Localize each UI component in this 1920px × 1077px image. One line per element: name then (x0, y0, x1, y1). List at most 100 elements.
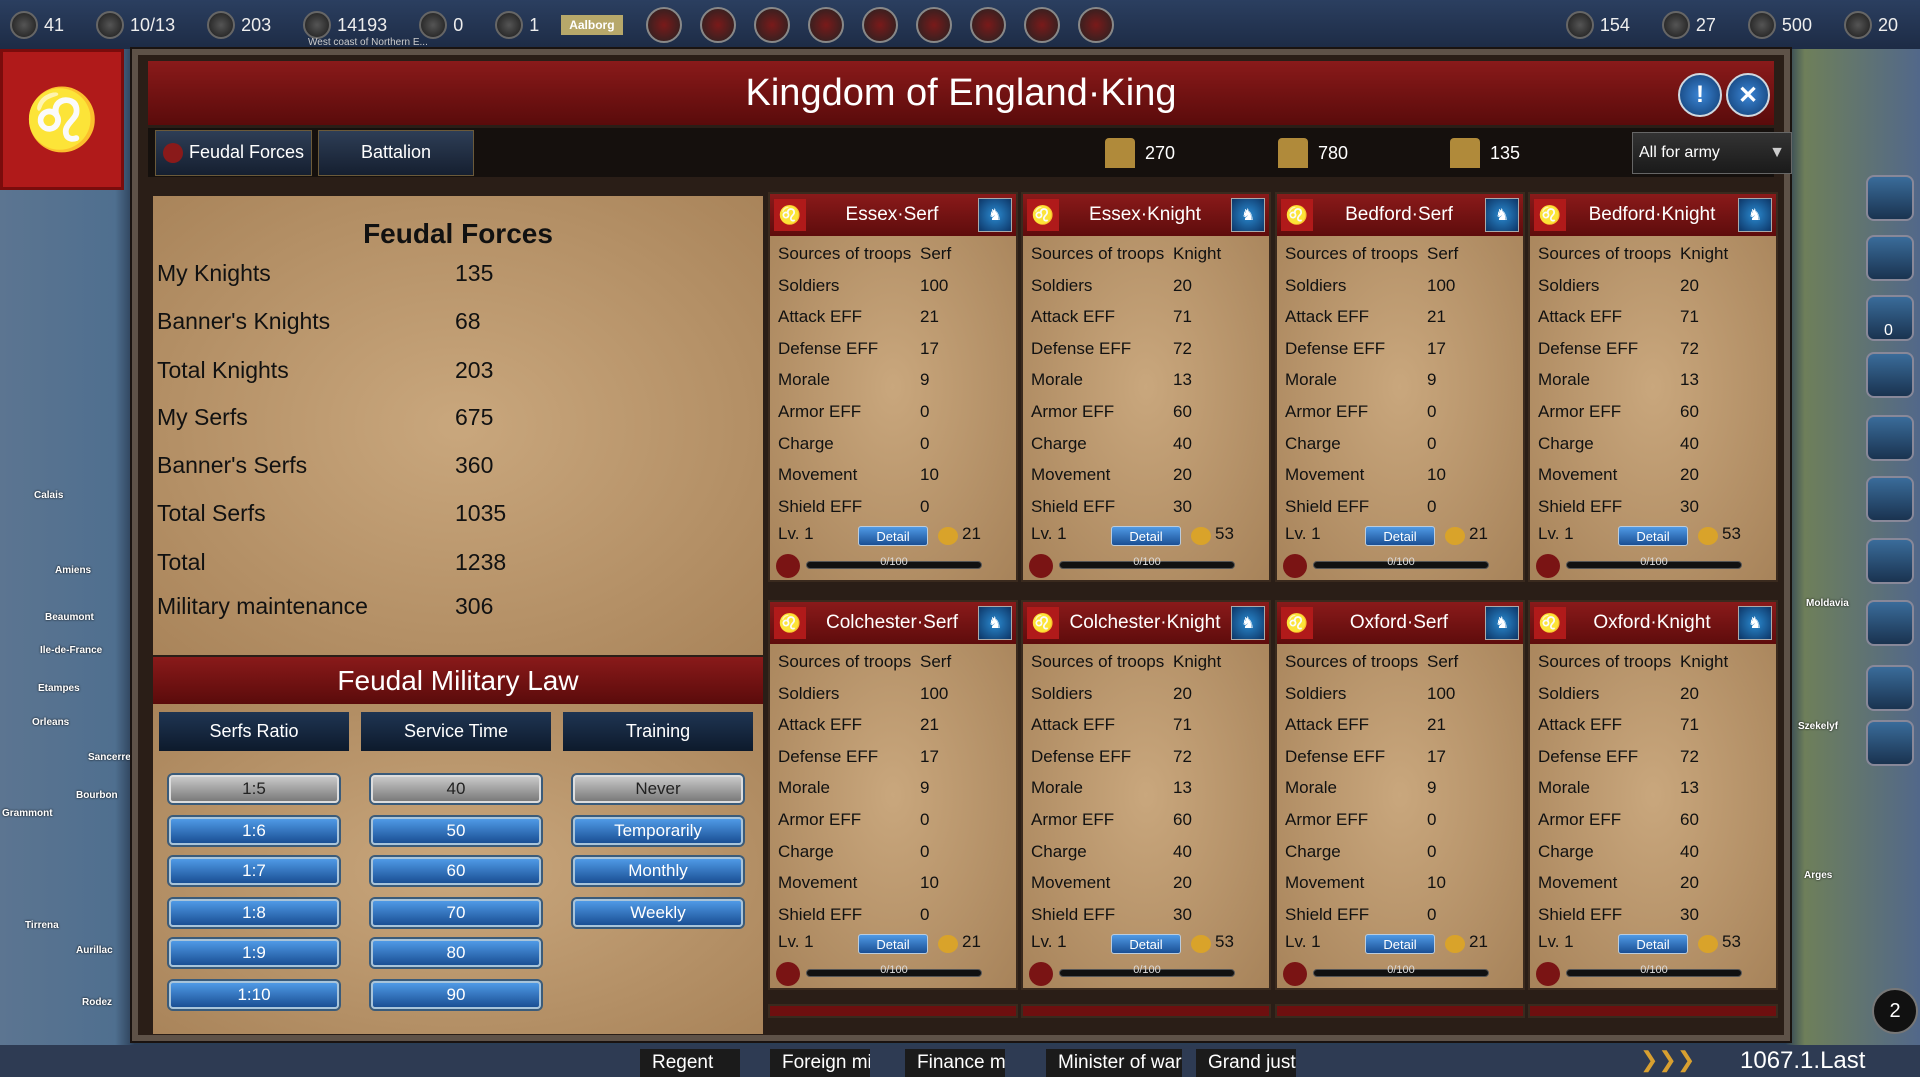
close-icon[interactable]: ✕ (1726, 73, 1770, 117)
minister-button[interactable]: Regent (640, 1049, 740, 1077)
wax-seal-icon[interactable] (776, 962, 800, 986)
unit-card[interactable]: ♌ Oxford·Knight ♞ Sources of troops Knight So… (1528, 600, 1778, 990)
law-option-button[interactable]: 1:6 (169, 817, 339, 845)
top-stat-right[interactable]: 500 (1747, 10, 1812, 39)
unit-portrait-icon[interactable]: ♞ (1485, 606, 1519, 640)
wax-seal-icon[interactable] (1029, 962, 1053, 986)
wax-seal-icon[interactable] (1536, 962, 1560, 986)
advisor-button[interactable] (915, 6, 952, 43)
sidebar-tool-button[interactable] (1866, 175, 1914, 221)
sidebar-tool-button[interactable] (1866, 415, 1914, 461)
fast-forward-icon[interactable]: ❯❯❯ (1640, 1047, 1696, 1072)
map-label[interactable]: Grammont (2, 808, 53, 819)
map-label[interactable]: Bourbon (76, 790, 118, 801)
map-label[interactable]: Etampes (38, 683, 80, 694)
map-label[interactable]: Tirrena (25, 920, 59, 931)
map-label[interactable]: Arges (1804, 870, 1833, 881)
minister-button[interactable]: Grand justice (1196, 1049, 1296, 1077)
map-label[interactable]: Orleans (32, 717, 70, 728)
top-stat-right[interactable]: 20 (1843, 10, 1898, 39)
unit-card-partial[interactable] (1275, 1004, 1525, 1018)
sidebar-tool-button[interactable] (1866, 476, 1914, 522)
law-option-button[interactable]: 1:7 (169, 857, 339, 885)
law-option-button[interactable]: Temporarily (573, 817, 743, 845)
law-option-button[interactable]: Monthly (573, 857, 743, 885)
sidebar-tool-button[interactable] (1866, 720, 1914, 766)
sidebar-tool-button[interactable] (1866, 235, 1914, 281)
unit-card[interactable]: ♌ Colchester·Knight ♞ Sources of troops Knig… (1021, 600, 1271, 990)
wax-seal-icon[interactable] (1283, 962, 1307, 986)
detail-button[interactable]: Detail (858, 934, 928, 954)
unit-card[interactable]: ♌ Essex·Serf ♞ Sources of troops Serf Soldier… (768, 192, 1018, 582)
unit-card-partial[interactable] (1528, 1004, 1778, 1018)
map-label[interactable]: Szekelyf (1798, 721, 1839, 732)
unit-card-partial[interactable] (768, 1004, 1018, 1018)
law-option-button[interactable]: 50 (371, 817, 541, 845)
minister-button[interactable]: Finance minister (905, 1049, 1005, 1077)
top-stat-right[interactable]: 154 (1565, 10, 1630, 39)
unit-card[interactable]: ♌ Colchester·Serf ♞ Sources of troops Serf So… (768, 600, 1018, 990)
tab-battalion[interactable]: Battalion (318, 129, 474, 176)
advisor-button[interactable] (699, 6, 736, 43)
law-option-button[interactable]: 90 (371, 981, 541, 1009)
law-option-button[interactable]: Weekly (573, 899, 743, 927)
detail-button[interactable]: Detail (858, 526, 928, 546)
unit-portrait-icon[interactable]: ♞ (1738, 198, 1772, 232)
map-label[interactable]: Aurillac (76, 945, 113, 956)
unit-portrait-icon[interactable]: ♞ (1231, 198, 1265, 232)
sidebar-tool-button[interactable] (1866, 600, 1914, 646)
law-option-button[interactable]: 80 (371, 939, 541, 967)
unit-portrait-icon[interactable]: ♞ (1231, 606, 1265, 640)
law-option-button[interactable]: 60 (371, 857, 541, 885)
law-option-button[interactable]: 1:5 (169, 775, 339, 803)
unit-card[interactable]: ♌ Bedford·Knight ♞ Sources of troops Knight S… (1528, 192, 1778, 582)
page-indicator[interactable]: 2 (1872, 988, 1918, 1034)
info-icon[interactable]: ! (1678, 73, 1722, 117)
top-stat[interactable]: 0 (419, 10, 463, 39)
advisor-button[interactable] (861, 6, 898, 43)
unit-card[interactable]: ♌ Bedford·Serf ♞ Sources of troops Serf Soldi… (1275, 192, 1525, 582)
unit-card[interactable]: ♌ Oxford·Serf ♞ Sources of troops Serf Soldie… (1275, 600, 1525, 990)
map-label[interactable]: Amiens (55, 565, 92, 576)
unit-card-partial[interactable] (1021, 1004, 1271, 1018)
top-stat[interactable]: 41 (10, 10, 64, 39)
tab-feudal-forces[interactable]: Feudal Forces (155, 129, 312, 176)
detail-button[interactable]: Detail (1618, 526, 1688, 546)
minister-button[interactable]: Foreign minister (770, 1049, 870, 1077)
detail-button[interactable]: Detail (1111, 526, 1181, 546)
sidebar-tool-button[interactable] (1866, 352, 1914, 398)
top-stat[interactable]: 10/13 (96, 10, 175, 39)
location-label[interactable]: Aalborg (561, 14, 623, 35)
map-label[interactable]: Rodez (82, 997, 112, 1008)
kingdom-flag[interactable]: ♌ (0, 49, 124, 190)
unit-portrait-icon[interactable]: ♞ (1485, 198, 1519, 232)
advisor-button[interactable] (645, 6, 682, 43)
top-stat[interactable]: 14193 (303, 10, 387, 39)
sidebar-tool-button[interactable] (1866, 665, 1914, 711)
unit-portrait-icon[interactable]: ♞ (978, 198, 1012, 232)
map-label[interactable]: Beaumont (45, 612, 94, 623)
law-option-button[interactable]: 1:10 (169, 981, 339, 1009)
map-label[interactable]: Calais (34, 490, 64, 501)
army-filter-dropdown[interactable]: All for army ▼ (1632, 132, 1792, 174)
sidebar-tool-button[interactable] (1866, 538, 1914, 584)
detail-button[interactable]: Detail (1111, 934, 1181, 954)
top-stat[interactable]: 203 (207, 10, 271, 39)
minister-button[interactable]: Minister of war (1046, 1049, 1182, 1077)
top-stat[interactable]: 1 (495, 10, 539, 39)
map-label[interactable]: Ile-de-France (40, 645, 103, 656)
law-option-button[interactable]: 40 (371, 775, 541, 803)
advisor-button[interactable] (753, 6, 790, 43)
unit-portrait-icon[interactable]: ♞ (978, 606, 1012, 640)
law-option-button[interactable]: 70 (371, 899, 541, 927)
detail-button[interactable]: Detail (1618, 934, 1688, 954)
detail-button[interactable]: Detail (1365, 934, 1435, 954)
law-option-button[interactable]: Never (573, 775, 743, 803)
wax-seal-icon[interactable] (1536, 554, 1560, 578)
wax-seal-icon[interactable] (776, 554, 800, 578)
map-label[interactable]: Moldavia (1806, 598, 1849, 609)
unit-portrait-icon[interactable]: ♞ (1738, 606, 1772, 640)
advisor-button[interactable] (807, 6, 844, 43)
wax-seal-icon[interactable] (1029, 554, 1053, 578)
law-option-button[interactable]: 1:8 (169, 899, 339, 927)
